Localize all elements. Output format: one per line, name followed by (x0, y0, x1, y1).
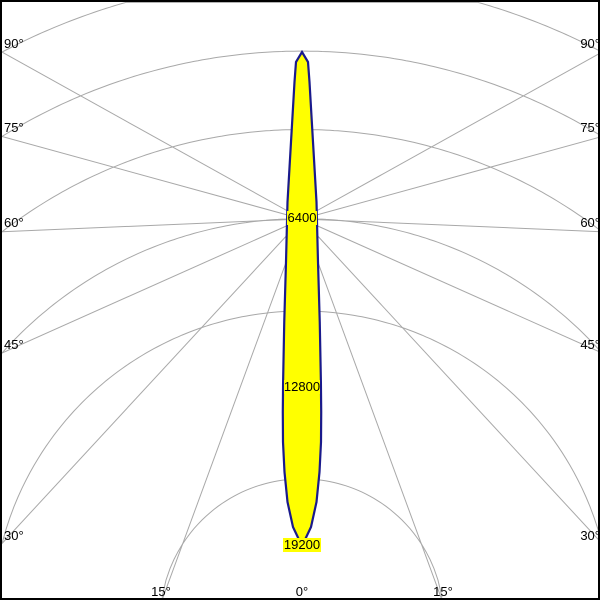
svg-text:30°: 30° (580, 528, 600, 543)
svg-text:75°: 75° (4, 120, 24, 135)
svg-text:12800: 12800 (284, 379, 320, 394)
svg-text:30°: 30° (4, 528, 24, 543)
svg-text:90°: 90° (4, 36, 24, 51)
svg-text:19200: 19200 (284, 537, 320, 552)
svg-text:75°: 75° (580, 120, 600, 135)
svg-text:45°: 45° (580, 337, 600, 352)
svg-text:6400: 6400 (288, 210, 317, 225)
svg-text:15°: 15° (151, 584, 171, 599)
svg-text:15°: 15° (433, 584, 453, 599)
svg-text:90°: 90° (580, 36, 600, 51)
svg-text:60°: 60° (4, 215, 24, 230)
svg-text:0°: 0° (296, 584, 308, 599)
svg-text:45°: 45° (4, 337, 24, 352)
svg-text:60°: 60° (580, 215, 600, 230)
